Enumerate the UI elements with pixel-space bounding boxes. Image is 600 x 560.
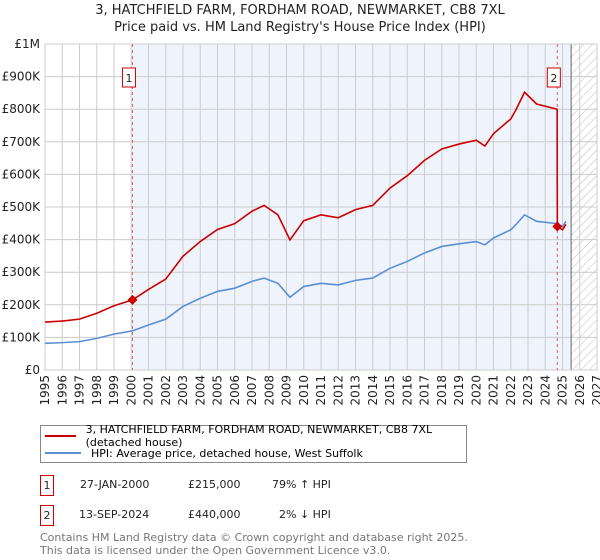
sale-badge: 2 — [40, 505, 54, 526]
x-tick-label: 1998 — [90, 375, 104, 406]
y-tick-label: £700K — [2, 135, 42, 149]
x-tick-label: 2003 — [176, 375, 190, 406]
y-tick-label: £600K — [2, 167, 42, 181]
y-tick-label: £900K — [2, 70, 42, 84]
x-tick-label: 2013 — [349, 375, 363, 406]
x-tick-label: 2008 — [262, 375, 276, 406]
x-tick-label: 2022 — [504, 375, 518, 406]
annotation-box — [121, 67, 136, 88]
x-tick-label: 2017 — [418, 375, 432, 406]
x-tick-label: 2014 — [366, 375, 380, 406]
legend: 3, HATCHFIELD FARM, FORDHAM ROAD, NEWMAR… — [40, 423, 467, 463]
chart-title: 3, HATCHFIELD FARM, FORDHAM ROAD, NEWMAR… — [95, 3, 505, 18]
x-tick-label: 2004 — [193, 375, 207, 406]
sale-badge: 1 — [40, 475, 54, 496]
x-tick-label: 2019 — [452, 375, 466, 406]
y-tick-label: £100K — [2, 330, 42, 344]
x-tick-label: 2002 — [159, 375, 173, 406]
x-tick-label: 2021 — [487, 375, 501, 406]
chart-subtitle: Price paid vs. HM Land Registry's House … — [114, 20, 486, 35]
sale-point — [552, 221, 563, 232]
footer-copyright: Contains HM Land Registry data © Crown c… — [40, 531, 468, 544]
x-tick-label: 2018 — [435, 375, 449, 406]
plot-frame — [44, 43, 598, 371]
y-tick-label: £500K — [2, 200, 42, 214]
x-tick-label: 2000 — [124, 375, 138, 406]
annotation-label: 1 — [125, 72, 132, 85]
x-tick-label: 2020 — [469, 375, 483, 406]
x-tick-label: 2010 — [297, 375, 311, 406]
y-tick-label: £1M — [14, 37, 40, 51]
legend-item-hpi: HPI: Average price, detached house, West… — [45, 445, 363, 461]
footer-licence: This data is licensed under the Open Gov… — [40, 544, 391, 557]
y-tick-label: £800K — [2, 102, 42, 116]
y-tick-label: £0 — [25, 363, 40, 377]
x-tick-label: 2015 — [383, 375, 397, 406]
legend-item-property: 3, HATCHFIELD FARM, FORDHAM ROAD, NEWMAR… — [45, 423, 466, 449]
x-tick-label: 1995 — [38, 375, 52, 406]
x-tick-label: 2001 — [142, 375, 156, 406]
x-tick-label: 2023 — [521, 375, 535, 406]
annotation-label: 2 — [550, 72, 557, 85]
y-tick-label: £400K — [2, 233, 42, 247]
x-tick-label: 2009 — [280, 375, 294, 406]
x-tick-label: 2012 — [331, 375, 345, 406]
y-tick-label: £200K — [2, 298, 42, 312]
sale-hpi-diff: 2% ↓ HPI — [279, 508, 331, 521]
sale-date: 27-JAN-2000 — [80, 478, 150, 491]
sale-hpi-diff: 79% ↑ HPI — [272, 478, 331, 491]
x-tick-label: 2005 — [211, 375, 225, 406]
hpi-series-line — [44, 213, 567, 345]
x-tick-label: 2011 — [314, 375, 328, 406]
sale-point — [127, 294, 138, 305]
legend-swatch-red — [45, 435, 76, 437]
legend-swatch-blue — [45, 452, 81, 454]
property-series-line — [44, 90, 567, 323]
sale-date: 13-SEP-2024 — [79, 508, 150, 521]
price-chart: 1995 1996 1997 1998 1999 2000 2001 2002 2003 2004… — [2, 37, 600, 406]
legend-label: HPI: Average price, detached house, West… — [91, 446, 363, 460]
x-tick-label: 1997 — [73, 375, 87, 406]
x-tick-label: 1996 — [55, 375, 69, 406]
x-tick-label: 2007 — [245, 375, 259, 406]
sale-price: £215,000 — [188, 478, 241, 491]
x-tick-label: 2024 — [538, 375, 552, 406]
x-tick-label: 2025 — [556, 375, 570, 406]
x-tick-label: 2026 — [573, 375, 587, 406]
x-tick-label: 2027 — [590, 375, 600, 406]
sale-price: £440,000 — [188, 508, 241, 521]
annotation-box — [546, 67, 561, 88]
legend-label: 3, HATCHFIELD FARM, FORDHAM ROAD, NEWMAR… — [85, 423, 433, 449]
y-tick-label: £300K — [2, 265, 42, 279]
x-tick-label: 1999 — [107, 375, 121, 406]
x-tick-label: 2016 — [400, 375, 414, 406]
x-tick-label: 2006 — [228, 375, 242, 406]
